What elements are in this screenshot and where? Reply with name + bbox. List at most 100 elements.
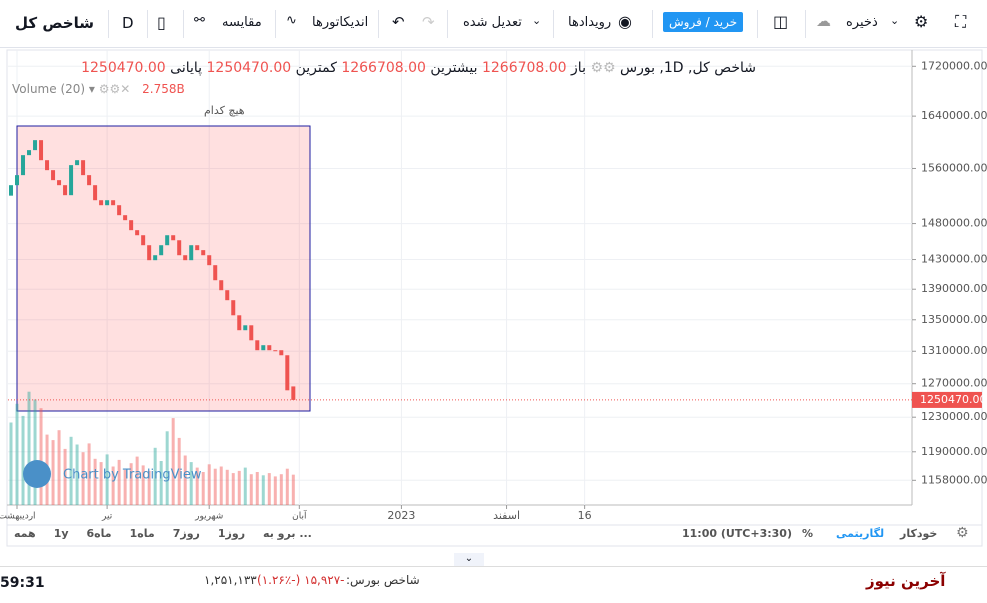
candle-body (195, 245, 200, 251)
y-tick-label: 1390000.00 (921, 282, 987, 295)
y-tick-label: 1430000.00 (921, 253, 987, 266)
volume-bar (255, 472, 259, 505)
candle-body (159, 245, 164, 256)
legend-value: 1266708.00 (341, 60, 426, 76)
candle-body (117, 205, 122, 216)
volume-bar (87, 443, 91, 505)
candle-body (225, 290, 230, 301)
volume-none: هیچ کدام (204, 104, 245, 117)
candle-body (99, 200, 104, 206)
volume-bar (237, 470, 241, 505)
volume-bar (111, 466, 115, 505)
range-button[interactable]: 1ماه (129, 527, 155, 540)
drawing-rectangle[interactable] (16, 125, 311, 412)
last-price-tag (912, 391, 982, 408)
volume-bar (51, 440, 55, 505)
legend-label: باز (571, 60, 586, 76)
ticker-value: ۱,۲۵۱,۱۳۳ (204, 573, 257, 587)
redo[interactable]: ↷ (422, 13, 435, 31)
separator (147, 10, 148, 38)
candle-body (111, 200, 116, 206)
separator (757, 10, 758, 38)
trade-button[interactable]: خرید / فروش (663, 12, 744, 32)
candle-body (129, 220, 134, 231)
range-button[interactable]: 6ماه (86, 527, 112, 540)
events[interactable]: رویدادها (568, 15, 612, 30)
separator (652, 10, 653, 38)
volume-bar (177, 437, 181, 505)
indicators[interactable]: اندیکاتورها (312, 15, 369, 30)
volume-bar (15, 403, 19, 505)
adjusted[interactable]: تعدیل شده (463, 15, 522, 30)
legend-icons: ⚙⚙ (590, 60, 616, 76)
legend-row: شاخص کل, 1D, بورس ⚙⚙ باز 1266708.00 بیشت… (81, 60, 756, 76)
footer: 59:31 شاخص بورس: -۱۵,۹۲۷ (-۱.۲۶٪) ۱,۲۵۱,… (0, 566, 987, 603)
watermark-logo (23, 460, 51, 488)
range-button[interactable]: 1روز (217, 527, 246, 540)
legend-value: 1250470.00 (81, 60, 166, 76)
volume-bar (99, 462, 103, 505)
news-title[interactable]: آخرین نیوز (866, 572, 946, 590)
timezone[interactable]: 11:00 (UTC+3:30) (682, 527, 792, 540)
candle-body (75, 160, 80, 166)
candle-body (261, 345, 266, 351)
x-tick-label: تیر (101, 512, 113, 522)
candle-body (57, 180, 62, 186)
volume-bar (213, 468, 217, 505)
log-toggle[interactable]: لگاریتمی (836, 527, 885, 540)
x-tick-label: شهریور (194, 512, 223, 522)
volume-bar (39, 408, 43, 505)
candle-body (219, 280, 224, 291)
candle-body (123, 215, 128, 221)
auto-toggle[interactable]: خودکار (900, 527, 938, 540)
settings[interactable]: ⚙ (956, 525, 969, 541)
snapshot[interactable]: ◫ (773, 12, 789, 31)
dropdown: ⌄ (532, 14, 542, 27)
volume-bar (129, 463, 133, 505)
range-button[interactable]: برو به ... (263, 527, 312, 540)
toolbar: شاخص کل D ▯ مقایسه ⚯ ∿ اندیکاتورها ↶ ↷ ت… (0, 0, 987, 48)
chart-style-icon[interactable]: ▯ (157, 13, 166, 32)
candle-body (69, 165, 74, 196)
candle-body (21, 155, 26, 176)
x-tick-label: 16 (578, 509, 592, 522)
legend-label: بیشترین (430, 60, 478, 76)
settings[interactable]: ⚙ (914, 12, 929, 31)
y-tick-label: 1270000.00 (921, 377, 987, 390)
interval[interactable]: D (122, 14, 134, 32)
compare-icon: ⚯ (194, 13, 205, 28)
legend-label: کمترین (295, 60, 337, 76)
separator (183, 10, 184, 38)
candle-body (183, 255, 188, 261)
separator (805, 10, 806, 38)
candle-body (81, 160, 86, 176)
candle-body (213, 265, 218, 281)
collapse[interactable]: ⌄ (454, 553, 484, 567)
candle-body (147, 245, 152, 261)
y-tick-label: 1350000.00 (921, 313, 987, 326)
symbol[interactable]: شاخص کل (15, 14, 94, 32)
volume-bar (165, 431, 169, 505)
volume-bar (243, 467, 247, 505)
candle-body (27, 150, 32, 156)
volume-bar (93, 458, 97, 505)
legend-value: 1266708.00 (481, 60, 567, 76)
compare[interactable]: مقایسه (222, 15, 262, 30)
legend-symbol: شاخص کل, 1D, بورس (620, 60, 756, 76)
range-button[interactable]: 7روز (172, 527, 200, 540)
separator (275, 10, 276, 38)
range-button[interactable]: 1y (53, 527, 69, 540)
undo[interactable]: ↶ (392, 13, 405, 31)
fullscreen[interactable]: ⛶ (955, 12, 967, 31)
y-tick-label: 1560000.00 (921, 161, 987, 174)
volume-bar (153, 447, 157, 505)
volume-bar (105, 454, 109, 505)
legend-label: پایانی (170, 60, 203, 76)
percent[interactable]: % (802, 527, 814, 540)
volume-bar (81, 452, 85, 505)
volume-bar (231, 473, 235, 505)
volume-bar (117, 459, 121, 505)
y-tick-label: 1230000.00 (921, 410, 987, 423)
save[interactable]: ذخیره (846, 15, 878, 30)
range-button[interactable]: همه (14, 527, 36, 540)
